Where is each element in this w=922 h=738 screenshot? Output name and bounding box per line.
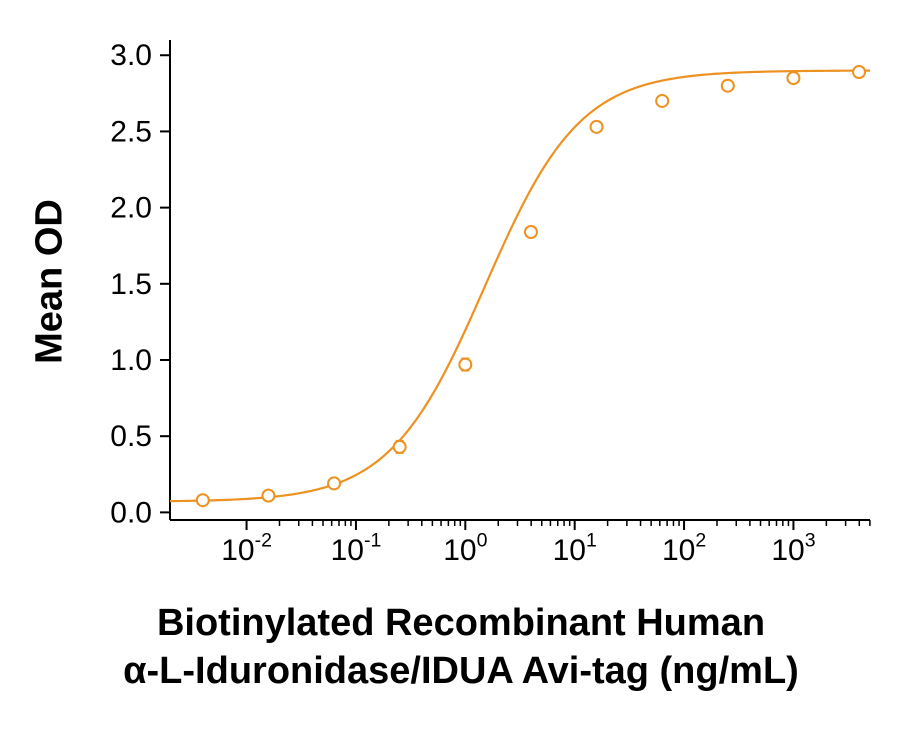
data-point [591,121,603,133]
data-point [262,490,274,502]
y-tick-label: 2.5 [110,115,152,148]
x-axis-title: Biotinylated Recombinant Human α-L-Iduro… [0,600,922,695]
data-point [459,358,471,370]
x-tick-label: 100 [443,530,487,568]
y-tick-label: 0.5 [110,420,152,453]
y-axis-title: Mean OD [29,182,72,382]
data-point [197,494,209,506]
x-tick-label: 101 [553,530,597,568]
data-point [394,441,406,453]
data-point [722,80,734,92]
data-point [656,95,668,107]
y-tick-label: 2.0 [110,192,152,225]
y-tick-label: 1.5 [110,268,152,301]
x-tick-label: 10-1 [331,530,382,568]
dose-response-curve [170,71,870,502]
data-point [328,477,340,489]
y-tick-label: 0.0 [110,496,152,529]
data-point [787,72,799,84]
x-axis-title-line1: Biotinylated Recombinant Human [0,600,922,648]
y-tick-label: 1.0 [110,344,152,377]
chart-container: 0.0 0.5 1.0 1.5 2.0 2.5 3.0 10-2 10-1 100 101 102 10… [0,0,922,738]
data-point [853,66,865,78]
x-tick-label: 102 [662,530,706,568]
x-tick-label: 103 [771,530,815,568]
x-axis-title-line2: α-L-Iduronidase/IDUA Avi-tag (ng/mL) [0,648,922,696]
data-point [525,226,537,238]
y-tick-label: 3.0 [110,39,152,72]
x-tick-label: 10-2 [221,530,272,568]
